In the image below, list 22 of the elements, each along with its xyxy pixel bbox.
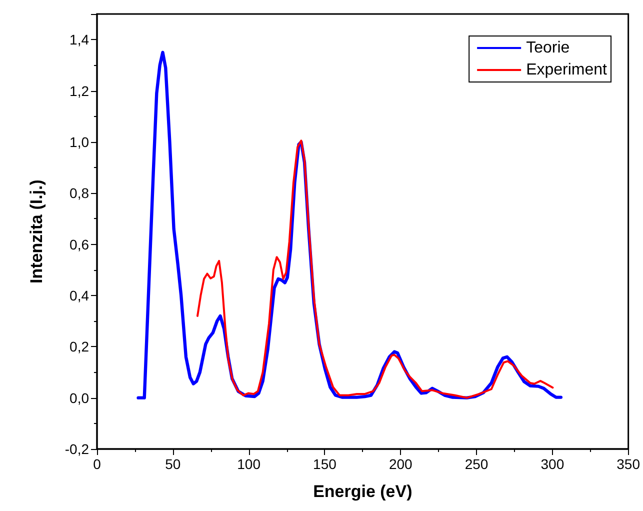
y-tick-label: 1,4 xyxy=(70,32,90,48)
x-tick-label: 350 xyxy=(616,456,640,472)
x-axis-title: Energie (eV) xyxy=(313,482,412,501)
y-tick-label: 0,8 xyxy=(70,185,90,202)
line-series xyxy=(196,140,554,399)
x-tick-label: 300 xyxy=(540,456,564,472)
y-tick-label: 0,4 xyxy=(70,287,90,304)
y-tick-label: 0,0 xyxy=(70,390,90,406)
y-tick-label: 0,6 xyxy=(70,236,90,252)
x-tick-label: 100 xyxy=(237,456,261,472)
x-tick-label: 250 xyxy=(464,456,488,472)
y-tick-label: 1,0 xyxy=(70,134,90,150)
y-tick-label: 1,2 xyxy=(70,82,90,99)
y-tick-label: -0,2 xyxy=(64,441,90,457)
x-tick-label: 50 xyxy=(165,456,181,472)
y-tick-label: 0,2 xyxy=(70,338,90,355)
x-tick-label: 0 xyxy=(93,456,102,472)
legend-label: Experiment xyxy=(526,62,608,78)
x-tick-label: 200 xyxy=(388,456,413,472)
y-axis-title: Intenzita (I.j.) xyxy=(27,180,46,284)
x-tick-label: 150 xyxy=(313,456,337,472)
legend-label: Teorie xyxy=(526,40,570,56)
